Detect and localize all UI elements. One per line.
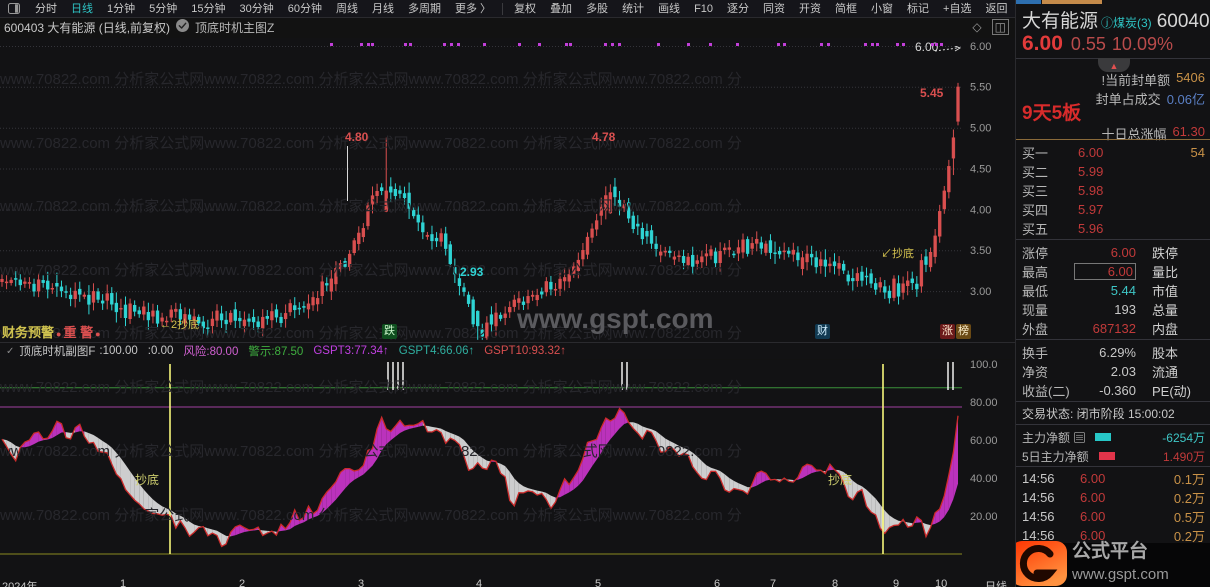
svg-text:20.00: 20.00 — [970, 511, 998, 523]
svg-text:60.00: 60.00 — [970, 435, 998, 447]
svg-text:3.00: 3.00 — [970, 286, 991, 298]
svg-text:5.50: 5.50 — [970, 82, 991, 94]
svg-text:5.00: 5.00 — [970, 123, 991, 135]
svg-text:4.50: 4.50 — [970, 163, 991, 175]
svg-text:100.0: 100.0 — [970, 360, 998, 371]
svg-text:3.50: 3.50 — [970, 245, 991, 257]
svg-text:80.00: 80.00 — [970, 397, 998, 409]
svg-text:40.00: 40.00 — [970, 473, 998, 485]
svg-text:抄底: 抄底 — [135, 472, 159, 487]
svg-text:4.00: 4.00 — [970, 204, 991, 216]
svg-text:抄底: 抄底 — [828, 472, 852, 487]
